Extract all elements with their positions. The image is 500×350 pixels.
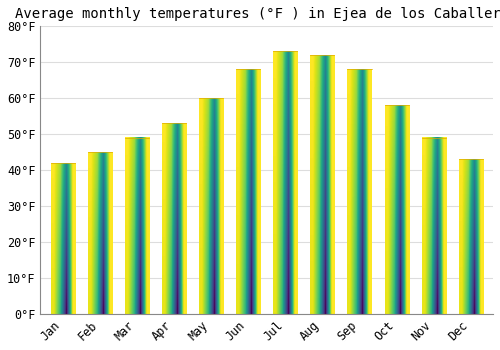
Title: Average monthly temperatures (°F ) in Ejea de los Caballeros: Average monthly temperatures (°F ) in Ej… (16, 7, 500, 21)
